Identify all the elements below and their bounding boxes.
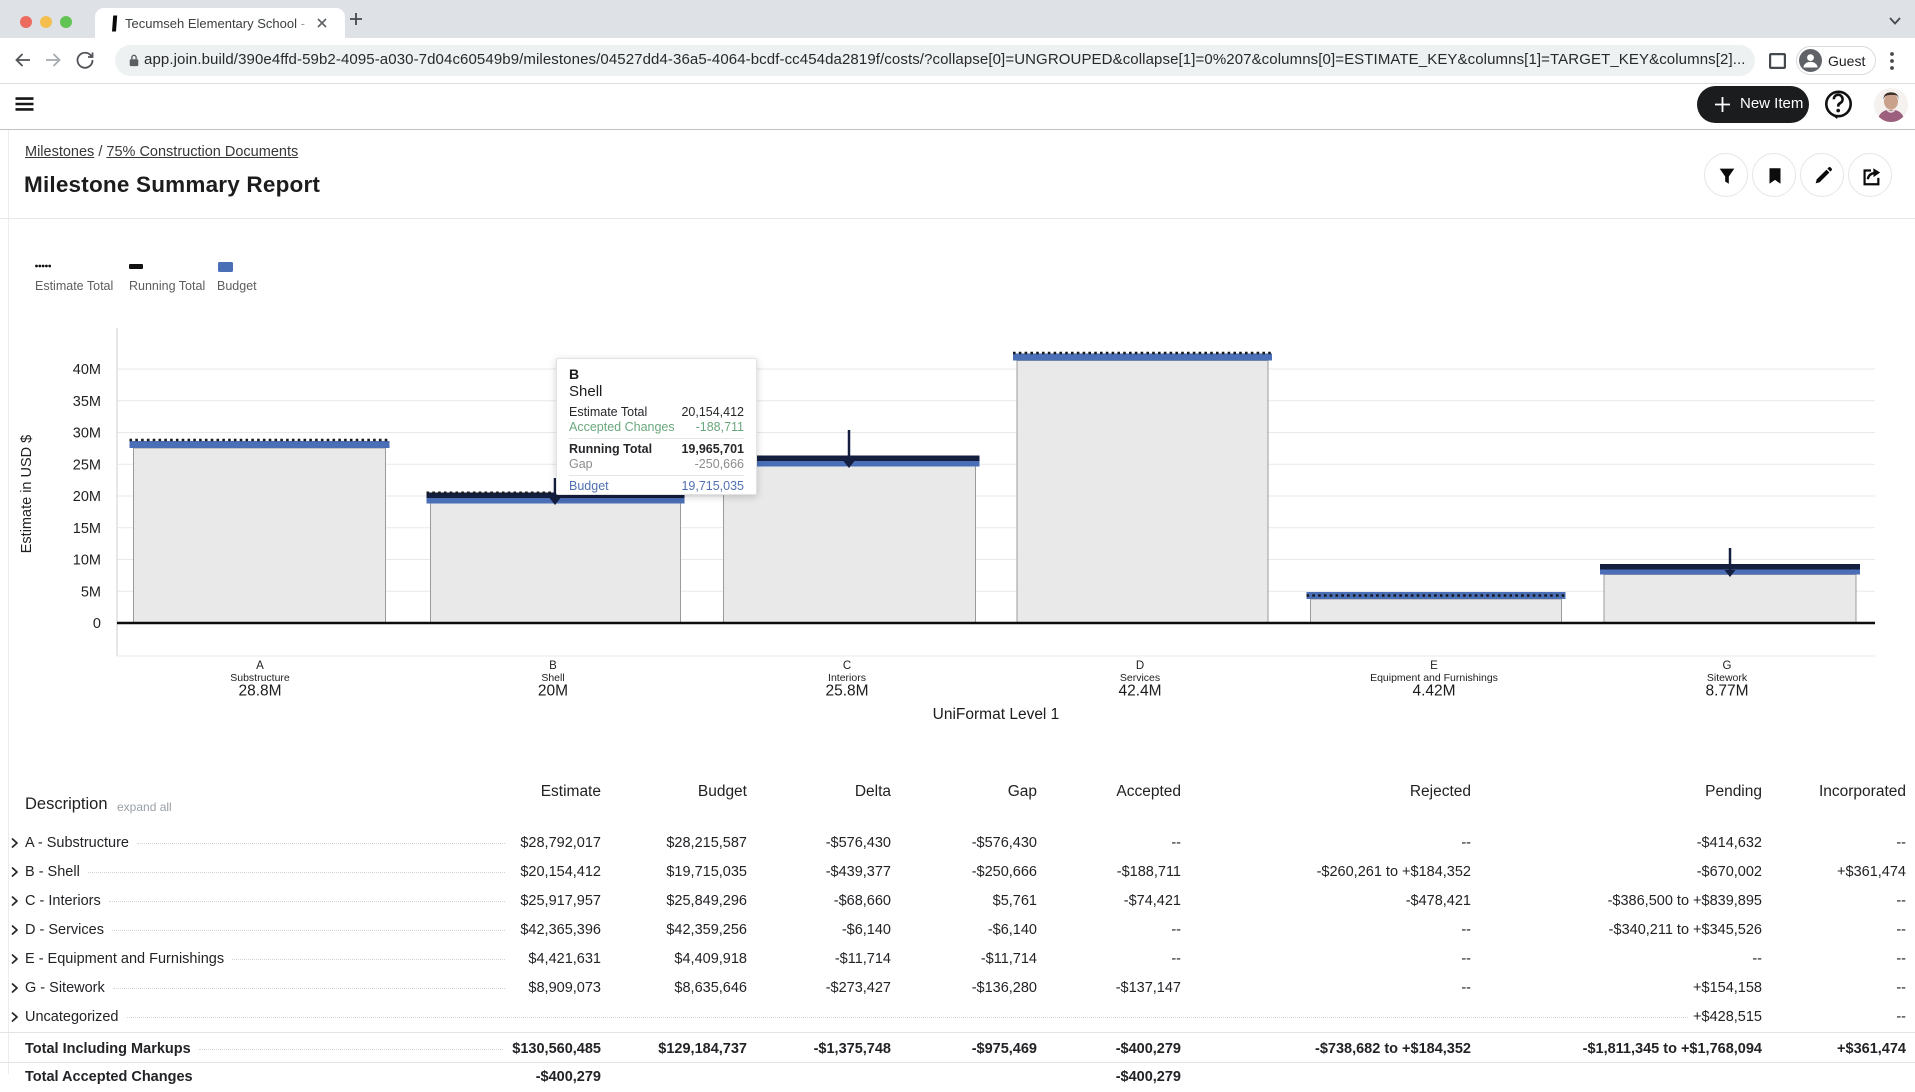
svg-text:25.8M: 25.8M bbox=[825, 683, 868, 700]
svg-text:Substructure: Substructure bbox=[230, 672, 290, 684]
svg-text:C: C bbox=[843, 660, 851, 672]
svg-text:G: G bbox=[1723, 660, 1732, 672]
svg-text:10M: 10M bbox=[73, 553, 101, 569]
svg-text:B: B bbox=[549, 660, 557, 672]
svg-text:30M: 30M bbox=[73, 426, 101, 442]
svg-text:Sitework: Sitework bbox=[1707, 672, 1748, 684]
svg-text:28.8M: 28.8M bbox=[238, 683, 281, 700]
svg-text:Equipment and Furnishings: Equipment and Furnishings bbox=[1370, 672, 1498, 684]
svg-text:20M: 20M bbox=[73, 489, 101, 505]
svg-text:15M: 15M bbox=[73, 521, 101, 537]
svg-text:40M: 40M bbox=[73, 362, 101, 378]
svg-text:UniFormat Level 1: UniFormat Level 1 bbox=[933, 706, 1060, 723]
svg-text:D: D bbox=[1136, 660, 1144, 672]
svg-text:20M: 20M bbox=[538, 683, 568, 700]
svg-text:25M: 25M bbox=[73, 457, 101, 473]
svg-text:E: E bbox=[1430, 660, 1438, 672]
svg-text:8.77M: 8.77M bbox=[1705, 683, 1748, 700]
svg-text:35M: 35M bbox=[73, 394, 101, 410]
svg-text:5M: 5M bbox=[81, 584, 101, 600]
svg-text:42.4M: 42.4M bbox=[1118, 683, 1161, 700]
svg-text:Interiors: Interiors bbox=[828, 672, 866, 684]
svg-text:0: 0 bbox=[93, 616, 101, 632]
svg-text:Services: Services bbox=[1120, 672, 1160, 684]
svg-text:4.42M: 4.42M bbox=[1412, 683, 1455, 700]
svg-text:Shell: Shell bbox=[541, 672, 564, 684]
svg-text:Estimate in USD $: Estimate in USD $ bbox=[19, 435, 35, 553]
svg-text:A: A bbox=[256, 660, 264, 672]
